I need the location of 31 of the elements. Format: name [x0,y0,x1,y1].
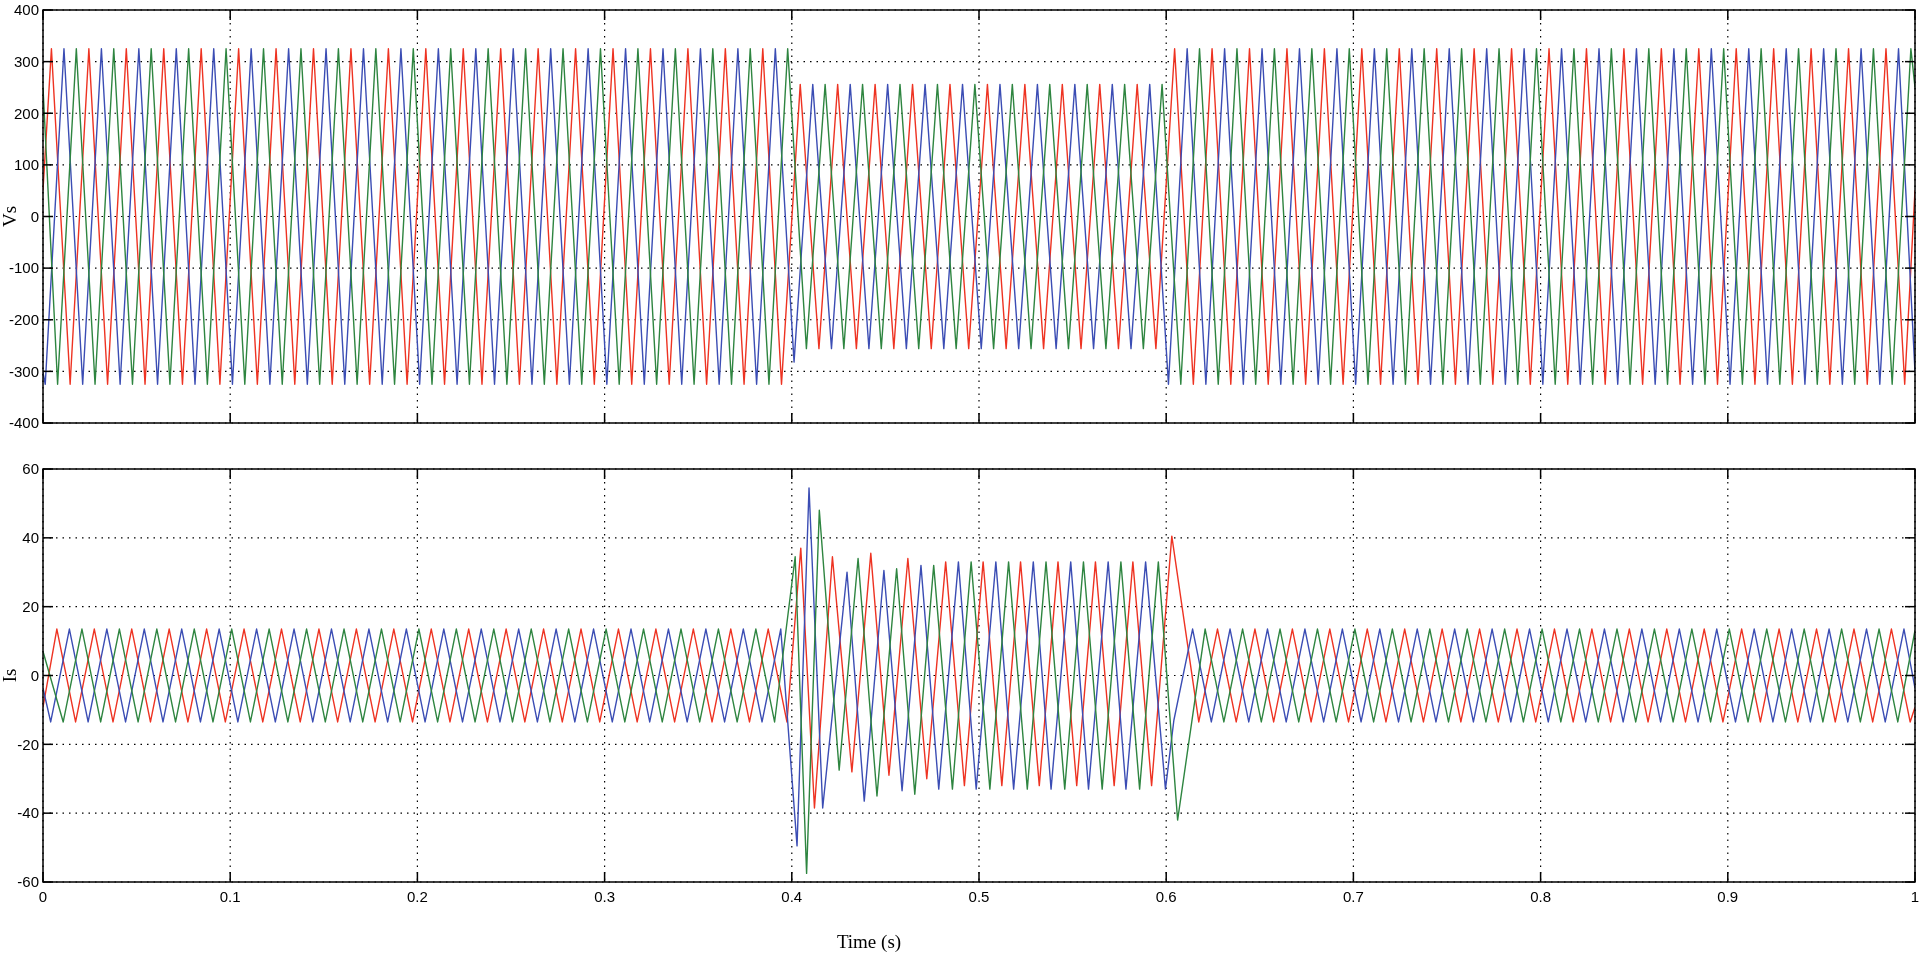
x-tick-label: 0.9 [1717,888,1739,905]
x-tick-label: 0.3 [594,888,616,905]
y-axis-title: Is [0,668,20,683]
x-tick-label: 0.8 [1530,888,1552,905]
y-tick-label: -200 [8,311,39,328]
y-tick-label: 0 [30,666,39,684]
y-tick-label: 60 [22,460,39,478]
line-series [43,535,1915,809]
x-tick-label: 0.5 [968,888,990,905]
y-axis-title: Vs [0,205,20,228]
y-tick-label: -60 [17,873,39,891]
x-tick-label: 0.4 [781,888,803,905]
y-tick-label: 300 [13,52,39,70]
x-tick-label: 0.1 [219,888,241,905]
y-tick-label: -20 [17,735,39,753]
y-tick-label: 100 [13,156,39,174]
x-tick-label: 0.7 [1342,888,1364,905]
y-tick-label: 40 [22,529,39,547]
y-tick-label: 0 [30,207,39,225]
y-tick-label: -100 [8,259,39,277]
x-tick-label: 0.2 [406,888,428,905]
y-tick-label: -300 [8,362,39,380]
x-tick-label: 0.6 [1155,888,1177,905]
x-axis-title: Time (s) [836,931,902,953]
line-series [43,48,1915,385]
x-tick-label: 1 [1910,888,1920,905]
y-tick-label: -400 [8,414,39,432]
y-tick-label: 200 [13,104,39,122]
y-tick-label: 20 [22,597,39,615]
y-tick-label: -40 [17,804,39,822]
y-tick-label: 400 [13,1,39,19]
